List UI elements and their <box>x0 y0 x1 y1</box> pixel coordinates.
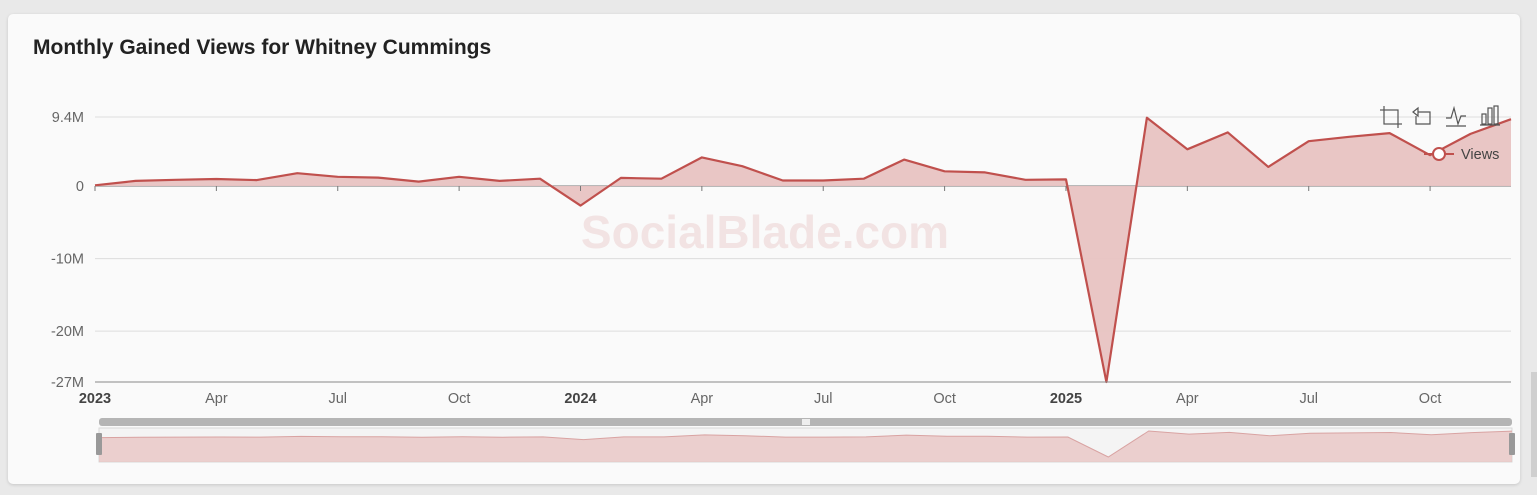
x-tick-label: 2023 <box>79 391 111 407</box>
bar-chart-icon[interactable] <box>1480 105 1500 126</box>
data-point[interactable] <box>254 177 260 183</box>
data-point[interactable] <box>1508 116 1514 122</box>
y-tick-label: -27M <box>51 375 84 391</box>
chart-title: Monthly Gained Views for Whitney Cumming… <box>33 36 492 59</box>
legend-marker <box>1432 147 1446 161</box>
data-point[interactable] <box>456 174 462 180</box>
data-point[interactable] <box>1023 177 1029 183</box>
data-point[interactable] <box>780 177 786 183</box>
line-chart-icon[interactable] <box>1446 105 1466 127</box>
zoom-icon[interactable] <box>1380 106 1402 128</box>
data-point[interactable] <box>1346 134 1352 140</box>
series-area-views <box>95 117 1511 382</box>
chart-card <box>8 14 1520 484</box>
data-point[interactable] <box>416 179 422 185</box>
x-tick-label: Jul <box>1299 391 1318 407</box>
x-tick-label: Jul <box>814 391 833 407</box>
data-point[interactable] <box>173 177 179 183</box>
data-point[interactable] <box>1306 138 1312 144</box>
zoom-reset-icon[interactable] <box>1412 106 1431 125</box>
data-point[interactable] <box>497 178 503 184</box>
data-point[interactable] <box>294 170 300 176</box>
x-tick-label: Apr <box>1176 391 1199 407</box>
data-point[interactable] <box>537 176 543 182</box>
x-tick-label: 2025 <box>1050 391 1082 407</box>
zoom-handle-left[interactable] <box>96 433 102 455</box>
x-tick-label: Oct <box>448 391 471 407</box>
data-point[interactable] <box>1184 146 1190 152</box>
zoom-scrollbar-grip[interactable] <box>802 419 810 425</box>
x-tick-label: 2024 <box>564 391 596 407</box>
data-point[interactable] <box>942 168 948 174</box>
x-tick-label: Apr <box>205 391 228 407</box>
zoom-preview-line <box>98 430 1513 458</box>
area-layer <box>94 115 1514 384</box>
x-tick-label: Oct <box>1419 391 1442 407</box>
x-tick-label: Oct <box>933 391 956 407</box>
data-point[interactable] <box>982 169 988 175</box>
toolbox <box>1380 105 1500 128</box>
data-point[interactable] <box>658 176 664 182</box>
data-point[interactable] <box>1265 164 1271 170</box>
y-tick-label: 0 <box>76 179 84 195</box>
legend-label: Views <box>1461 147 1499 163</box>
y-tick-label: -20M <box>51 324 84 340</box>
y-tick-label: -10M <box>51 252 84 268</box>
x-tick-label: Apr <box>691 391 714 407</box>
data-point[interactable] <box>1063 176 1069 182</box>
data-point[interactable] <box>213 176 219 182</box>
data-point[interactable] <box>1144 115 1150 121</box>
data-point[interactable] <box>901 157 907 163</box>
series-line-views <box>94 116 1512 384</box>
data-point[interactable] <box>1468 131 1474 137</box>
legend-item-views[interactable]: Views <box>1424 147 1499 163</box>
data-point[interactable] <box>861 176 867 182</box>
x-tick-label: Jul <box>328 391 347 407</box>
zoom-preview-area <box>99 431 1512 462</box>
watermark: SocialBlade.com <box>581 206 949 258</box>
y-tick-label: 9.4M <box>52 110 84 126</box>
data-point[interactable] <box>820 177 826 183</box>
data-point[interactable] <box>335 174 341 180</box>
data-point[interactable] <box>739 163 745 169</box>
zoom-handle-right[interactable] <box>1509 433 1515 455</box>
data-point[interactable] <box>699 154 705 160</box>
data-point[interactable] <box>132 178 138 184</box>
data-zoom-slider[interactable] <box>96 418 1515 463</box>
data-point[interactable] <box>1387 130 1393 136</box>
data-point[interactable] <box>1225 129 1231 135</box>
data-point[interactable] <box>618 175 624 181</box>
page-scrollbar[interactable] <box>1531 372 1537 477</box>
data-point[interactable] <box>375 175 381 181</box>
